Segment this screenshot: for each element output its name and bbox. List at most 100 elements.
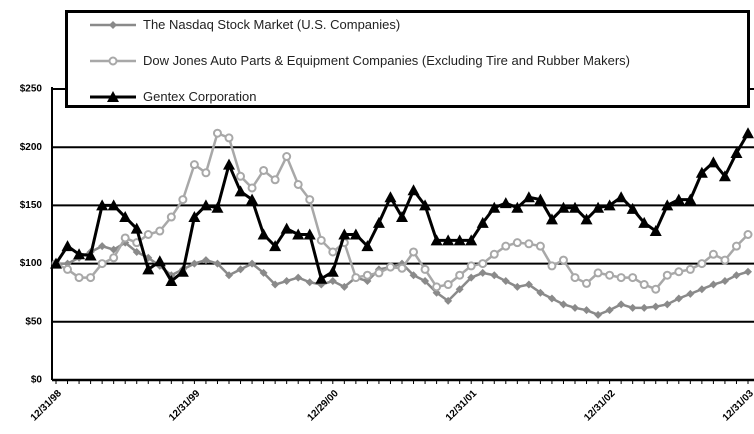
point bbox=[384, 191, 397, 203]
point bbox=[225, 271, 233, 280]
point bbox=[74, 273, 84, 283]
point bbox=[248, 259, 257, 268]
point bbox=[649, 225, 662, 237]
legend-swatch bbox=[90, 91, 136, 102]
point bbox=[109, 245, 118, 254]
point bbox=[109, 253, 119, 263]
point bbox=[617, 300, 626, 309]
point bbox=[303, 228, 316, 240]
point bbox=[407, 184, 420, 196]
point bbox=[385, 262, 395, 272]
legend-item: Gentex Corporation bbox=[68, 89, 747, 107]
point bbox=[305, 195, 315, 205]
point bbox=[420, 264, 430, 274]
x-tick-label: 12/29/00 bbox=[305, 388, 341, 424]
point bbox=[130, 222, 143, 234]
point bbox=[570, 273, 580, 283]
point bbox=[259, 165, 269, 175]
point bbox=[442, 234, 455, 246]
point bbox=[742, 127, 754, 139]
point bbox=[257, 228, 270, 240]
point bbox=[490, 271, 499, 280]
point bbox=[213, 259, 222, 268]
point bbox=[697, 285, 706, 294]
point bbox=[466, 261, 476, 271]
x-tick-label: 12/31/99 bbox=[167, 388, 203, 424]
point bbox=[201, 168, 211, 178]
point bbox=[199, 199, 212, 211]
y-tick-label: $100 bbox=[20, 258, 43, 269]
point bbox=[488, 201, 501, 213]
point bbox=[720, 255, 730, 265]
point bbox=[282, 277, 291, 286]
point bbox=[282, 152, 292, 162]
point bbox=[511, 201, 524, 213]
point bbox=[270, 175, 280, 185]
point bbox=[639, 280, 649, 290]
y-tick-label: $150 bbox=[20, 200, 43, 211]
point bbox=[661, 199, 674, 211]
point bbox=[419, 199, 432, 211]
point bbox=[695, 166, 708, 178]
point bbox=[672, 193, 685, 205]
point bbox=[166, 212, 176, 222]
point bbox=[409, 247, 419, 257]
point bbox=[686, 289, 695, 298]
point bbox=[361, 240, 374, 252]
point bbox=[663, 300, 672, 309]
point bbox=[178, 195, 188, 205]
y-tick-label: $50 bbox=[25, 316, 42, 327]
point bbox=[293, 179, 303, 189]
point bbox=[236, 171, 246, 181]
point bbox=[569, 201, 581, 213]
point bbox=[638, 216, 651, 228]
point bbox=[271, 280, 280, 289]
point bbox=[292, 228, 305, 240]
point bbox=[594, 310, 603, 319]
point bbox=[730, 147, 743, 159]
point bbox=[188, 211, 201, 223]
point bbox=[84, 249, 97, 261]
point bbox=[547, 294, 556, 303]
point bbox=[476, 216, 489, 228]
point bbox=[615, 191, 628, 203]
point bbox=[535, 241, 545, 251]
point bbox=[582, 306, 591, 315]
y-tick-label: $0 bbox=[31, 375, 43, 386]
y-tick-label: $200 bbox=[20, 142, 43, 153]
point bbox=[98, 242, 107, 251]
point bbox=[580, 213, 593, 225]
x-tick-label: 12/31/02 bbox=[582, 388, 618, 424]
point bbox=[269, 240, 282, 252]
point bbox=[743, 230, 753, 239]
point bbox=[709, 280, 718, 289]
point bbox=[640, 303, 649, 312]
legend: The Nasdaq Stock Market (U.S. Companies)… bbox=[65, 10, 750, 108]
point bbox=[605, 306, 614, 315]
point bbox=[120, 233, 130, 243]
point bbox=[201, 256, 210, 265]
point bbox=[155, 226, 165, 236]
point bbox=[142, 263, 155, 275]
point bbox=[582, 278, 592, 288]
point bbox=[731, 241, 741, 251]
point bbox=[513, 282, 522, 291]
point bbox=[372, 216, 385, 228]
point bbox=[444, 296, 453, 305]
point bbox=[340, 282, 349, 291]
legend-item: Dow Jones Auto Parts & Equipment Compani… bbox=[68, 53, 747, 71]
point bbox=[707, 156, 720, 168]
legend-swatch bbox=[90, 56, 136, 66]
point bbox=[63, 264, 73, 274]
point bbox=[501, 241, 511, 251]
legend-swatch bbox=[90, 21, 136, 29]
point bbox=[443, 280, 453, 290]
point bbox=[234, 185, 247, 197]
point bbox=[478, 268, 487, 277]
point bbox=[409, 271, 418, 280]
point bbox=[247, 183, 257, 193]
point bbox=[50, 257, 62, 269]
point bbox=[501, 277, 510, 286]
point bbox=[674, 267, 684, 277]
